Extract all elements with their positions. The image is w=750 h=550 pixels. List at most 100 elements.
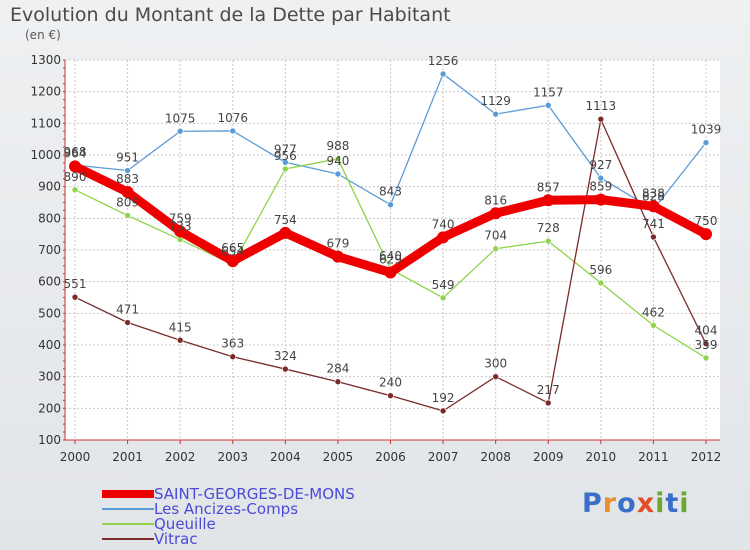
logo-letter: P — [582, 488, 603, 519]
data-point-vitrac — [176, 336, 184, 344]
data-point-les-ancizes-comps — [387, 201, 394, 209]
data-label-queuille: 956 — [274, 149, 297, 163]
data-point-saint-georges-de-mons — [226, 255, 239, 268]
data-point-saint-georges-de-mons — [594, 193, 607, 206]
data-point-les-ancizes-comps — [282, 158, 289, 166]
data-label-queuille: 640 — [379, 249, 402, 263]
data-label-les-ancizes-comps: 940 — [326, 154, 349, 168]
x-tick-label: 2002 — [165, 450, 196, 464]
data-label-vitrac: 240 — [379, 376, 402, 390]
x-tick-label: 2012 — [691, 450, 722, 464]
data-point-les-ancizes-comps — [544, 101, 552, 109]
data-label-vitrac: 551 — [64, 277, 87, 291]
data-point-les-ancizes-comps — [176, 127, 184, 135]
y-tick-label: 1100 — [30, 116, 61, 130]
data-point-vitrac — [387, 392, 394, 399]
legend-swatch — [102, 507, 154, 510]
x-tick-label: 2001 — [112, 450, 143, 464]
y-tick-label: 400 — [38, 338, 61, 352]
data-label-les-ancizes-comps: 1129 — [480, 94, 511, 108]
data-label-queuille: 733 — [169, 220, 192, 234]
y-tick-label: 300 — [38, 370, 61, 384]
data-label-saint-georges-de-mons: 857 — [537, 180, 560, 194]
x-tick-label: 2005 — [323, 450, 354, 464]
legend-item: Les Ancizes-Comps — [102, 499, 299, 518]
data-label-vitrac: 404 — [695, 324, 718, 338]
data-label-vitrac: 192 — [432, 391, 455, 405]
data-point-queuille — [650, 322, 657, 329]
logo-letter: i — [655, 488, 666, 519]
data-point-vitrac — [124, 319, 131, 326]
data-point-vitrac — [229, 353, 237, 361]
data-point-queuille — [439, 294, 447, 302]
y-tick-label: 1200 — [30, 85, 61, 99]
data-label-vitrac: 324 — [274, 349, 297, 363]
data-label-les-ancizes-comps: 1039 — [691, 123, 722, 137]
data-point-vitrac — [544, 399, 552, 407]
data-point-queuille — [71, 186, 79, 194]
data-point-saint-georges-de-mons — [331, 250, 344, 263]
data-point-queuille — [124, 212, 131, 219]
data-point-vitrac — [492, 373, 499, 380]
data-label-saint-georges-de-mons: 754 — [274, 213, 297, 227]
y-tick-label: 200 — [38, 401, 61, 415]
data-point-les-ancizes-comps — [124, 167, 131, 174]
data-label-queuille: 596 — [589, 263, 612, 277]
data-label-saint-georges-de-mons: 740 — [432, 217, 455, 231]
data-label-les-ancizes-comps: 968 — [64, 145, 87, 159]
legend-swatch — [102, 489, 154, 498]
data-label-vitrac: 217 — [537, 383, 560, 397]
data-point-vitrac — [650, 233, 657, 241]
data-label-vitrac: 363 — [221, 337, 244, 351]
data-label-queuille: 549 — [432, 278, 455, 292]
legend-swatch — [102, 537, 154, 540]
data-point-queuille — [702, 354, 710, 362]
data-label-queuille: 654 — [221, 245, 244, 259]
data-point-queuille — [544, 237, 552, 245]
x-tick-label: 2006 — [375, 450, 406, 464]
legend-item: Vitrac — [102, 529, 198, 548]
data-point-saint-georges-de-mons — [437, 231, 450, 244]
y-tick-label: 800 — [38, 211, 61, 225]
data-label-les-ancizes-comps: 1076 — [217, 111, 248, 125]
y-tick-label: 900 — [38, 180, 61, 194]
data-label-vitrac: 1113 — [586, 99, 617, 113]
data-point-saint-georges-de-mons — [69, 160, 81, 173]
x-tick-label: 2010 — [586, 450, 617, 464]
data-point-les-ancizes-comps — [597, 174, 605, 182]
data-point-les-ancizes-comps — [702, 139, 710, 146]
data-point-saint-georges-de-mons — [542, 194, 555, 207]
data-point-saint-georges-de-mons — [700, 228, 712, 241]
data-point-saint-georges-de-mons — [647, 200, 660, 213]
data-label-queuille: 728 — [537, 221, 560, 235]
data-label-queuille: 988 — [326, 139, 349, 153]
x-tick-label: 2000 — [60, 450, 91, 464]
data-point-les-ancizes-comps — [439, 70, 447, 78]
x-tick-label: 2011 — [638, 450, 669, 464]
data-label-saint-georges-de-mons: 759 — [169, 211, 192, 225]
legend-label: Vitrac — [154, 529, 198, 548]
legend-label: Les Ancizes-Comps — [154, 499, 299, 518]
y-tick-label: 600 — [38, 275, 61, 289]
data-label-les-ancizes-comps: 977 — [274, 142, 297, 156]
y-tick-label: 700 — [38, 243, 61, 257]
data-point-les-ancizes-comps — [492, 110, 499, 118]
data-point-queuille — [334, 155, 342, 163]
data-label-vitrac: 415 — [169, 320, 192, 334]
data-label-saint-georges-de-mons: 838 — [642, 186, 665, 200]
data-label-les-ancizes-comps: 1256 — [428, 54, 459, 68]
data-label-queuille: 890 — [64, 170, 87, 184]
data-point-queuille — [492, 245, 499, 253]
data-point-les-ancizes-comps — [229, 127, 237, 135]
data-point-vitrac — [334, 378, 342, 386]
data-label-les-ancizes-comps: 1157 — [533, 85, 564, 99]
y-tick-label: 100 — [38, 433, 61, 447]
data-label-vitrac: 300 — [484, 357, 507, 371]
data-label-saint-georges-de-mons: 750 — [695, 214, 718, 228]
data-point-saint-georges-de-mons — [174, 225, 187, 238]
data-label-queuille: 462 — [642, 305, 665, 319]
legend-item: Queuille — [102, 515, 216, 533]
data-point-queuille — [282, 165, 289, 173]
